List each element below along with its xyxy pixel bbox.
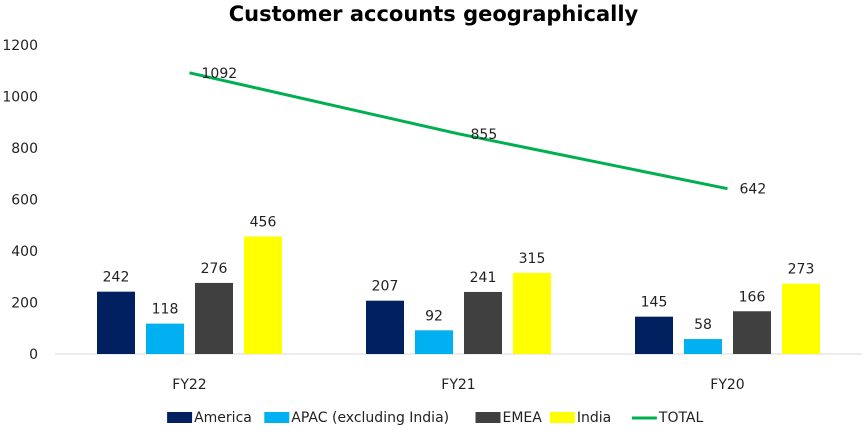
bar-data-label: 456 — [250, 215, 277, 231]
chart-title: Customer accounts geographically — [228, 2, 639, 26]
bar-apac-excluding-india — [146, 323, 184, 354]
bar-data-label: 92 — [425, 308, 443, 324]
y-tick-label: 800 — [11, 141, 38, 157]
legend-label: America — [194, 410, 252, 426]
bar-data-label: 242 — [103, 270, 130, 286]
legend-swatch-apac-excluding-india — [264, 412, 290, 423]
bar-data-label: 58 — [694, 317, 712, 333]
bar-data-label: 315 — [519, 251, 546, 267]
x-tick-label: FY22 — [172, 377, 206, 393]
line-data-label: 1092 — [202, 66, 238, 82]
y-tick-label: 400 — [11, 244, 38, 260]
bar-data-label: 118 — [152, 302, 179, 318]
bar-america — [97, 291, 135, 354]
bar-india — [244, 236, 282, 354]
bar-data-label: 207 — [372, 279, 399, 295]
legend-label: TOTAL — [658, 410, 704, 426]
legend-label: APAC (excluding India) — [291, 410, 449, 426]
bar-america — [635, 316, 673, 354]
x-tick-label: FY20 — [710, 377, 744, 393]
bar-data-label: 166 — [739, 289, 766, 305]
bar-apac-excluding-india — [415, 330, 453, 354]
legend-label: EMEA — [503, 410, 543, 426]
bar-data-label: 273 — [788, 262, 815, 278]
line-data-label: 642 — [740, 182, 767, 198]
bar-india — [513, 272, 551, 354]
bar-emea — [195, 282, 233, 354]
y-tick-label: 1200 — [2, 38, 38, 54]
y-tick-label: 0 — [29, 347, 38, 363]
legend-label: India — [577, 410, 611, 426]
bar-apac-excluding-india — [684, 339, 722, 354]
y-tick-label: 200 — [11, 296, 38, 312]
total-line — [189, 71, 728, 191]
bar-emea — [464, 291, 502, 354]
bar-america — [366, 300, 404, 354]
legend-swatch-america — [167, 412, 193, 423]
legend-swatch-emea — [475, 412, 501, 423]
y-tick-label: 600 — [11, 193, 38, 209]
bar-data-label: 276 — [201, 261, 228, 277]
line-data-label: 855 — [471, 127, 498, 143]
bar-india — [782, 283, 820, 354]
x-tick-label: FY21 — [441, 377, 475, 393]
y-tick-label: 1000 — [2, 90, 38, 106]
bar-data-label: 145 — [641, 295, 668, 311]
legend-swatch-india — [549, 412, 575, 423]
bar-emea — [733, 311, 771, 354]
bar-data-label: 241 — [470, 270, 497, 286]
